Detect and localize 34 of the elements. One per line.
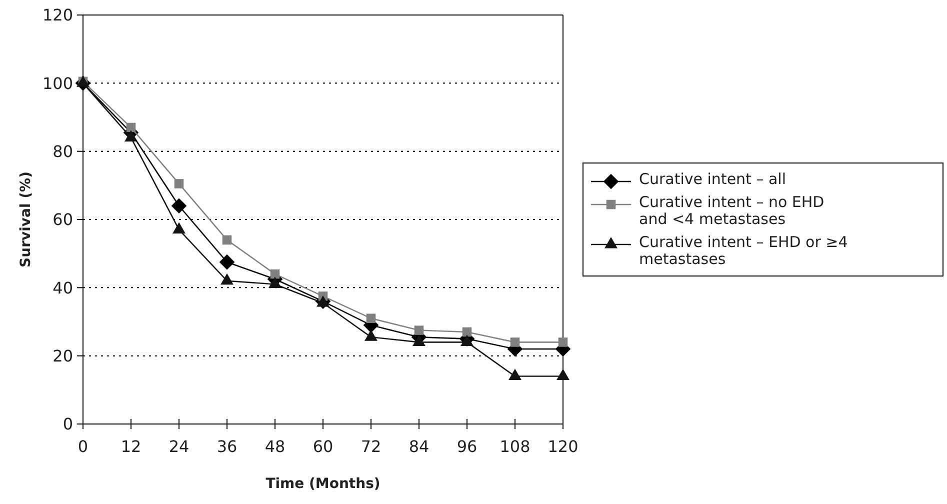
x-tick-label: 120 <box>548 437 578 456</box>
point <box>126 122 136 132</box>
x-axis-title: Time (Months) <box>266 476 380 492</box>
x-tick-label: 84 <box>408 437 430 456</box>
x-tick-label: 108 <box>500 437 530 456</box>
point <box>222 235 232 245</box>
point <box>462 327 472 337</box>
y-axis-title: Survival (%) <box>18 172 34 268</box>
y-tick-label: 40 <box>52 278 73 298</box>
point <box>414 326 424 335</box>
y-tick-label: 20 <box>52 346 73 366</box>
y-tick-label: 0 <box>62 414 73 434</box>
point <box>219 254 235 270</box>
point <box>510 338 520 347</box>
y-tick-label: 80 <box>52 142 73 161</box>
x-tick-label: 24 <box>168 437 190 456</box>
point <box>558 338 568 347</box>
y-tick-label: 100 <box>42 74 73 93</box>
x-tick-label: 96 <box>456 437 478 456</box>
point <box>270 269 280 279</box>
x-tick-label: 48 <box>264 437 286 456</box>
legend-label: Curative intent – no EHD and <4 metastases <box>639 193 824 228</box>
point <box>174 179 184 188</box>
x-tick-label: 72 <box>360 437 382 456</box>
legend-label: Curative intent – EHD or ≥4 metastases <box>639 233 848 268</box>
x-tick-label: 60 <box>312 437 334 456</box>
point <box>171 198 187 214</box>
y-tick-label: 120 <box>42 6 73 25</box>
x-tick-label: 0 <box>78 437 88 456</box>
point <box>366 314 376 323</box>
y-tick-label: 60 <box>52 210 73 230</box>
legend-label: Curative intent – all <box>639 170 786 188</box>
x-tick-label: 36 <box>216 437 238 456</box>
x-tick-label: 12 <box>120 437 142 456</box>
